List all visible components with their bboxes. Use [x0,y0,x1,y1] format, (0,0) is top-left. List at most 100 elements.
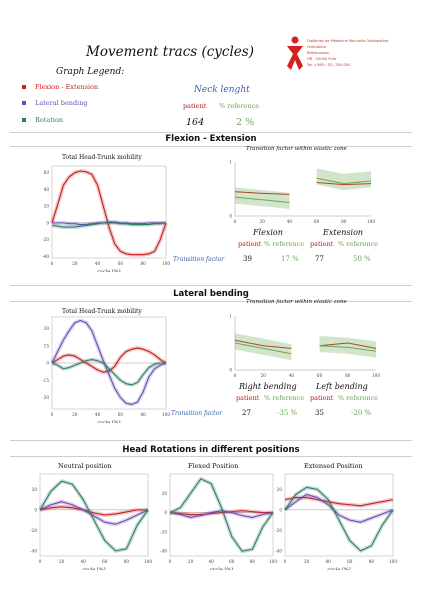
x-tick-label: 0 [51,261,54,266]
section-divider [10,132,412,133]
x-tick-label: 0 [284,559,287,564]
plot-frame [284,473,394,557]
x-tick-label: 80 [141,412,147,417]
x-tick-label: 20 [261,373,267,378]
neck-length-heading: Neck lenght [194,85,250,95]
neck-reference-value: 2 % [236,117,255,128]
transition-series-line-1 [319,345,377,352]
clinic-logo-icon [287,36,303,70]
x-tick-label: 60 [229,559,235,564]
x-tick-label: 80 [124,559,130,564]
series-line-0 [169,510,273,516]
transition-series-line-0 [234,191,290,195]
neck-patient-value: 164 [186,117,205,128]
series-line-1 [169,510,274,518]
flexion-col1-reference-label: % reference [264,240,305,248]
x-tick-label: 40 [209,559,215,564]
transition-series-line-0 [234,339,292,349]
x-tick-label: 20 [59,559,65,564]
neutral-panel-title: Neutral position [58,462,112,470]
legend-swatch [22,118,26,122]
y-tick-label: 1 [229,314,232,319]
section-divider [10,456,412,457]
series-line-2 [169,478,274,552]
legend-label: Flexion - Extension [35,83,99,91]
lateral-transition-title: Transition factor within elastic zone [246,299,347,305]
lateral-col1-patient-label: patient [236,394,260,402]
lateral-col1-reference-label: % reference [264,394,305,402]
x-tick-label: 20 [304,559,310,564]
y-tick-label: -40 [275,548,282,553]
legend-heading: Graph Legend: [56,67,125,77]
x-axis-label: cycle [%] [97,420,120,423]
series-line-1 [52,221,166,226]
y-tick-label: -20 [30,528,37,533]
x-axis-label: cycle [%] [210,567,233,570]
series-band [50,169,168,257]
section-divider [10,440,412,441]
lateral-col2-reference-label: % reference [338,394,379,402]
lateral-col2-patient-value: 35 [315,409,324,417]
series-line-2 [51,222,167,228]
x-axis-label: cycle [%] [82,567,105,570]
legend-swatch [22,85,26,89]
transition-series-line-0 [319,342,377,349]
flexed-rotation-chart: -40 -20 0 20 0 20 40 60 80 100 cycle [%] [160,473,277,570]
neutral-rotation-chart: -40 -20 0 20 0 20 40 60 80 100 cycle [%] [30,473,152,570]
y-tick-label: -20 [160,529,167,534]
x-tick-label: 80 [369,559,375,564]
x-tick-label: 20 [72,261,78,266]
series-line-0 [51,347,167,373]
series-band [50,318,167,407]
x-tick-label: 60 [118,261,124,266]
lateral-col2-label: Left bending [316,382,368,391]
series-line-2 [51,358,166,386]
series-line-0 [39,506,148,516]
lateral-transition-chart: 010 20 40 60 80 100 [229,314,380,379]
x-tick-label: 0 [234,373,237,378]
x-tick-label: 60 [314,219,320,224]
x-tick-label: 100 [162,412,170,417]
y-tick-label: -40 [160,549,167,554]
flexion-section-title: Flexion - Extension [165,134,257,144]
legend-label: Rotation [35,116,64,124]
x-axis-label: cycle [%] [327,567,350,570]
flexion-col2-patient-value: 77 [315,255,324,263]
x-tick-label: 100 [269,559,277,564]
x-tick-label: 20 [260,219,266,224]
flexion-col2-label: Extension [323,228,364,237]
x-tick-label: 40 [326,559,332,564]
flexion-col1-reference-value: 17 % [281,255,299,263]
y-tick-label: -20 [275,528,282,533]
flexion-col2-reference-label: % reference [338,240,379,248]
lateral-section-title: Lateral bending [173,289,249,299]
x-tick-label: 0 [39,559,42,564]
transition-series-line-1 [234,342,292,355]
x-axis-label: cycle [%] [97,269,120,272]
lateral-mobility-chart: -30 -15 0 15 30 0 20 40 60 80 100 cycle [%] [42,316,170,423]
legend: Flexion - Extension Lateral bending Rota… [22,83,162,128]
series-line-1 [284,493,394,523]
x-tick-label: 60 [347,559,353,564]
reference-band [235,333,292,361]
logo-line: Tel. +385 / 52 / 200 000 [307,63,351,67]
flexion-mobility-chart: -40 -20 0 20 40 60 0 20 40 60 80 100 cycle [%] [42,165,170,272]
legend-label: Lateral bending [35,99,88,107]
x-tick-label: 100 [144,559,152,564]
x-tick-label: 40 [95,261,101,266]
x-tick-label: 0 [51,412,54,417]
x-tick-label: 60 [118,412,124,417]
neck-reference-label: % reference [219,102,260,110]
x-tick-label: 0 [169,559,172,564]
extensed-panel-title: Extensed Position [304,462,363,470]
section-divider [10,285,412,286]
y-tick-label: -15 [42,378,49,383]
lateral-col2-patient-label: patient [310,394,334,402]
y-tick-label: 20 [32,487,38,492]
logo-line: Ordinateur [307,45,327,49]
y-tick-label: -40 [30,548,37,553]
x-tick-label: 20 [72,412,78,417]
y-tick-label: 0 [46,361,49,366]
reference-band [235,187,290,209]
x-tick-label: 80 [250,559,256,564]
